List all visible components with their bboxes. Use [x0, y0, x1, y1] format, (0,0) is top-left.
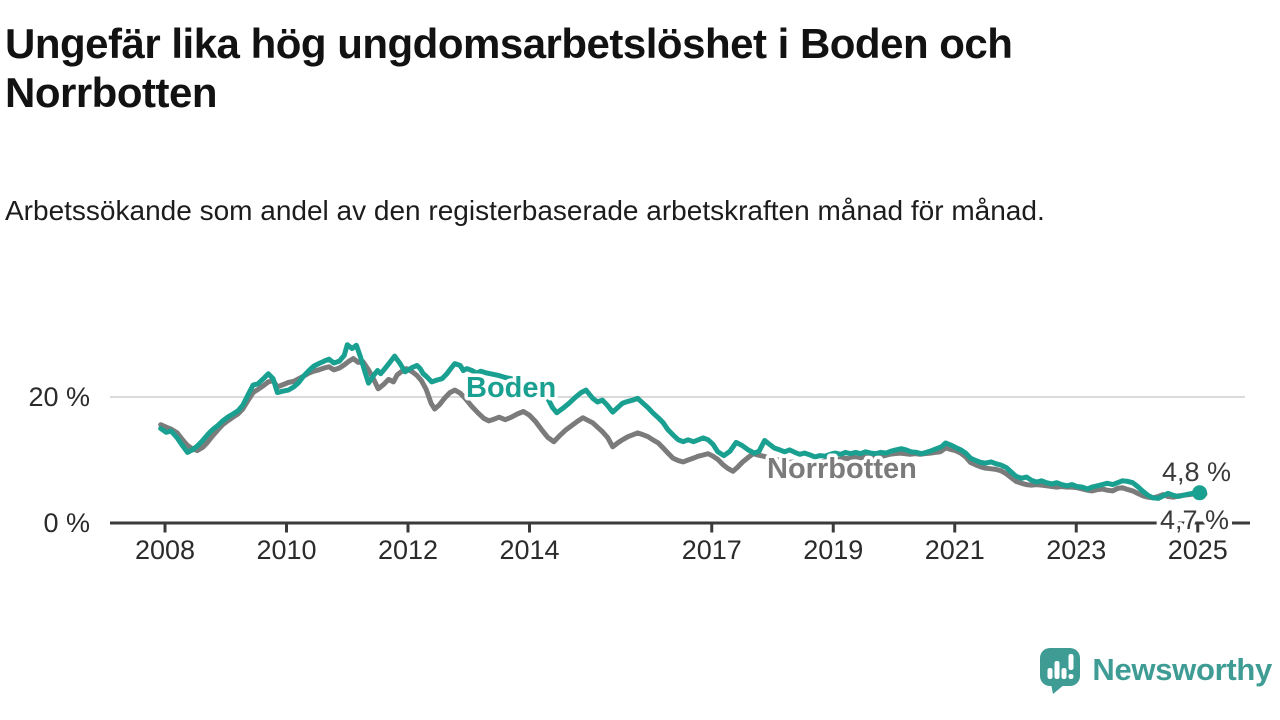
newsworthy-wordmark: Newsworthy — [1092, 652, 1272, 687]
boden-line — [158, 342, 1203, 501]
chart-subtitle: Arbetssökande som andel av den registerb… — [5, 195, 1045, 227]
newsworthy-logo: Newsworthy — [1038, 646, 1272, 694]
norrbotten-end-value-label: 4,7 % — [1160, 505, 1229, 535]
x-tick-label: 2010 — [256, 535, 316, 565]
chart-header: Ungefär lika hög ungdomsarbetslöshet i B… — [5, 20, 1220, 230]
x-tick-label: 2025 — [1168, 535, 1228, 565]
x-tick-label: 2012 — [378, 535, 438, 565]
y-axis-tick-labels: 0 % 20 % — [28, 382, 90, 538]
x-axis-ticks — [163, 523, 1200, 533]
norrbotten-series-label: Norrbotten — [767, 453, 917, 485]
chart-title: Ungefär lika hög ungdomsarbetslöshet i B… — [5, 20, 1013, 116]
x-tick-label: 2017 — [682, 535, 742, 565]
x-tick-label: 2021 — [925, 535, 985, 565]
boden-series-label: Boden — [466, 372, 556, 404]
x-tick-label: 2023 — [1046, 535, 1106, 565]
x-tick-label: 2019 — [803, 535, 863, 565]
y-tick-label: 20 % — [28, 382, 90, 412]
x-axis-tick-labels: 2008 2010 2012 2014 2017 2019 2021 2023 2025 — [135, 535, 1228, 565]
series-lines — [158, 342, 1208, 501]
newsworthy-bubble-chart-icon — [1040, 648, 1081, 694]
boden-end-value-label: 4,8 % — [1162, 457, 1231, 487]
boden-end-dot — [1192, 485, 1208, 501]
x-tick-label: 2014 — [499, 535, 559, 565]
line-chart: 2008 2010 2012 2014 2017 2019 2021 2023 2025 0 %… — [28, 342, 1250, 565]
norrbotten-line — [158, 356, 1208, 501]
x-tick-label: 2008 — [135, 535, 195, 565]
y-tick-label: 0 % — [43, 508, 90, 538]
